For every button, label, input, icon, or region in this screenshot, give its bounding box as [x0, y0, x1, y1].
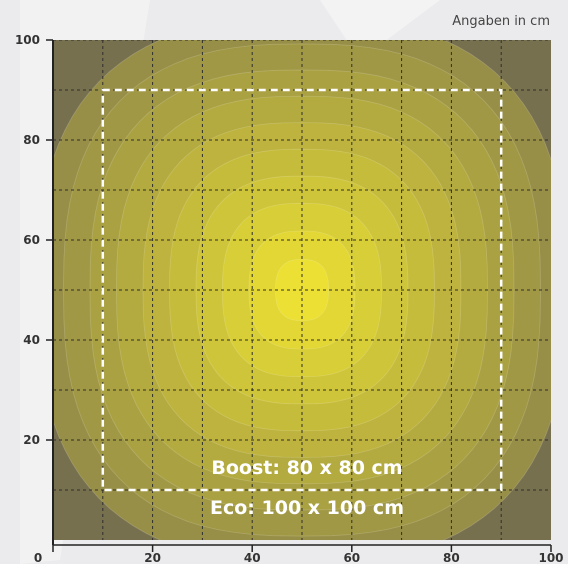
boost-area-label: Boost: 80 x 80 cm: [211, 457, 402, 479]
x-tick-label: 20: [144, 551, 161, 564]
x-tick-labels: 0 20 40 60 80 100: [34, 545, 564, 564]
y-tick-label: 40: [23, 333, 40, 347]
x-tick-label: 60: [343, 551, 360, 564]
eco-area-label: Eco: 100 x 100 cm: [210, 497, 404, 519]
y-tick-label: 100: [15, 33, 40, 47]
x-tick-label: 0: [34, 551, 42, 564]
y-tick-label: 80: [23, 133, 40, 147]
x-tick-label: 40: [244, 551, 261, 564]
x-tick-label: 80: [443, 551, 460, 564]
x-tick-label: 100: [538, 551, 563, 564]
y-tick-label: 60: [23, 233, 40, 247]
y-tick-labels: 20 40 60 80 100: [15, 33, 53, 447]
unit-note: Angaben in cm: [452, 14, 550, 29]
plot-area: [53, 40, 551, 540]
y-tick-label: 20: [23, 433, 40, 447]
boost-area-outline: [101, 88, 503, 492]
